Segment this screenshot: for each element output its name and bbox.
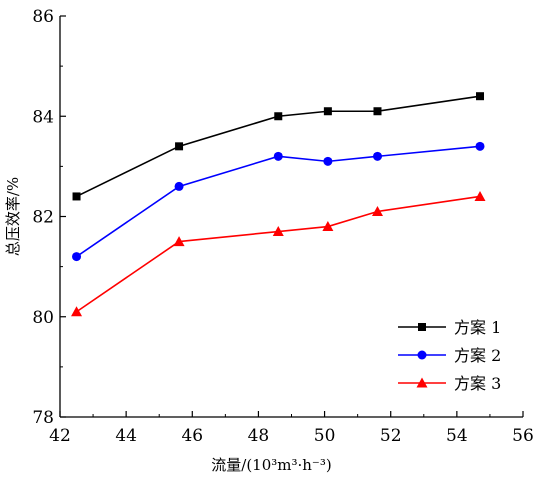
data-point	[274, 112, 283, 121]
series-2	[72, 141, 485, 262]
x-tick-label: 54	[446, 426, 468, 446]
legend-label: 方案 1	[454, 318, 501, 337]
data-point	[71, 306, 83, 317]
data-point	[322, 221, 334, 232]
data-point	[72, 252, 82, 262]
data-point	[416, 377, 428, 388]
legend-label: 方案 3	[454, 374, 501, 393]
x-axis-title: 流量/(10³m³·h⁻³)	[211, 456, 331, 474]
series-line	[76, 95, 481, 198]
data-point	[273, 151, 283, 161]
x-tick-label: 48	[248, 426, 270, 446]
series-layer	[71, 92, 486, 317]
y-tick-label: 84	[32, 107, 54, 127]
data-point	[72, 192, 81, 201]
data-point	[475, 141, 485, 151]
legend-item: 方案 1	[398, 318, 501, 337]
legend-item: 方案 2	[398, 346, 501, 365]
x-tick-label: 46	[181, 426, 203, 446]
data-point	[175, 142, 184, 151]
series-line	[76, 195, 481, 313]
data-point	[323, 156, 333, 166]
y-tick-label: 78	[32, 408, 54, 428]
data-point	[474, 190, 486, 201]
data-point	[372, 151, 382, 161]
data-point	[373, 107, 382, 116]
y-tick-label: 86	[32, 7, 54, 27]
x-tick-label: 42	[49, 426, 71, 446]
y-axis-title: 总压效率/%	[4, 177, 22, 256]
data-point	[417, 350, 427, 360]
legend-label: 方案 2	[454, 346, 501, 365]
x-tick-label: 44	[115, 426, 137, 446]
x-tick-label: 56	[512, 426, 534, 446]
series-3	[71, 190, 486, 317]
axes: 42 44 46 48 50 52 54 56 78 80 82 84 86	[32, 7, 533, 446]
series-line	[76, 145, 481, 258]
x-tick-label: 52	[380, 426, 402, 446]
data-point	[173, 236, 185, 247]
data-point	[476, 92, 485, 101]
legend-item: 方案 3	[398, 374, 501, 393]
y-tick-label: 80	[32, 308, 54, 328]
data-point	[323, 107, 332, 116]
data-point	[418, 323, 426, 331]
data-point	[272, 226, 284, 237]
legend: 方案 1 方案 2 方案 3	[398, 318, 501, 393]
x-tick-label: 50	[314, 426, 336, 446]
series-1	[72, 92, 485, 201]
data-point	[371, 205, 383, 216]
y-tick-label: 82	[32, 208, 54, 228]
data-point	[174, 181, 184, 191]
